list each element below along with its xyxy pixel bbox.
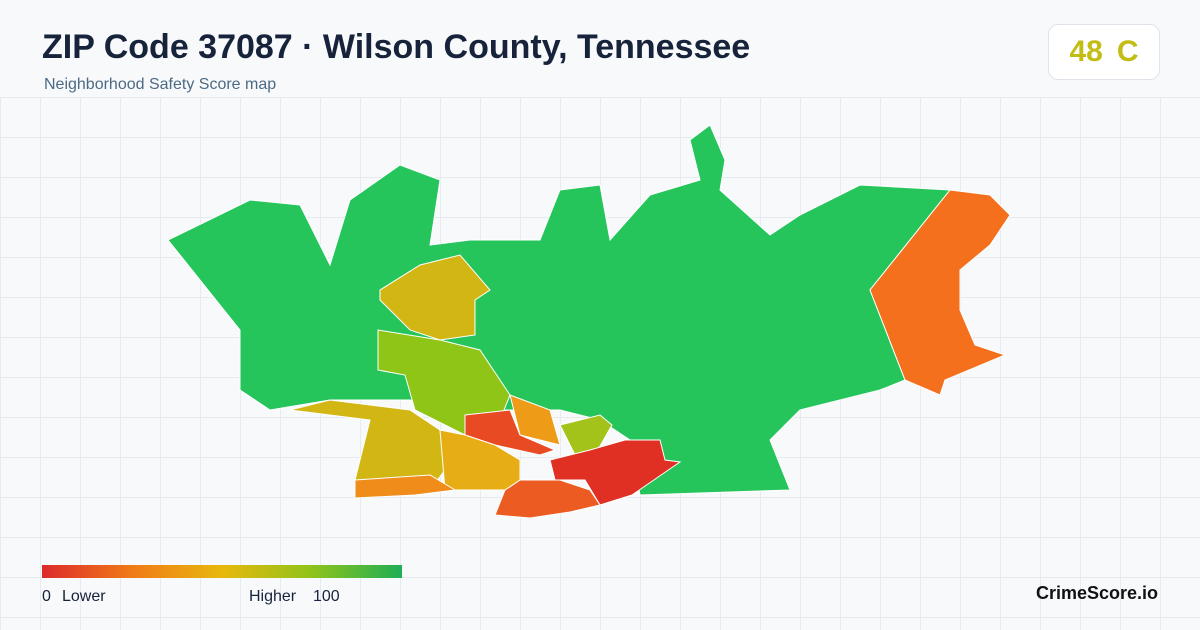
region <box>494 479 601 519</box>
region <box>869 189 1011 396</box>
region <box>167 124 951 496</box>
region <box>549 439 682 506</box>
region <box>509 394 561 446</box>
header: ZIP Code 37087 · Wilson County, Tennesse… <box>0 0 1200 97</box>
legend-gradient <box>42 565 402 578</box>
title: ZIP Code 37087 · Wilson County, Tennesse… <box>42 28 751 66</box>
legend-max-label: Higher <box>249 588 297 605</box>
brand: CrimeScore.io <box>1035 583 1158 603</box>
score: 48 <box>1069 35 1103 68</box>
subtitle: Neighborhood Safety Score map <box>44 76 277 93</box>
legend-max: 100 <box>313 588 340 605</box>
legend-min-label: Lower <box>62 588 106 605</box>
legend-min: 0 <box>42 588 51 605</box>
region <box>379 254 491 341</box>
region <box>559 414 613 456</box>
region <box>354 474 457 499</box>
score-badge: 48 C <box>1048 24 1160 80</box>
grade: C <box>1116 35 1139 68</box>
